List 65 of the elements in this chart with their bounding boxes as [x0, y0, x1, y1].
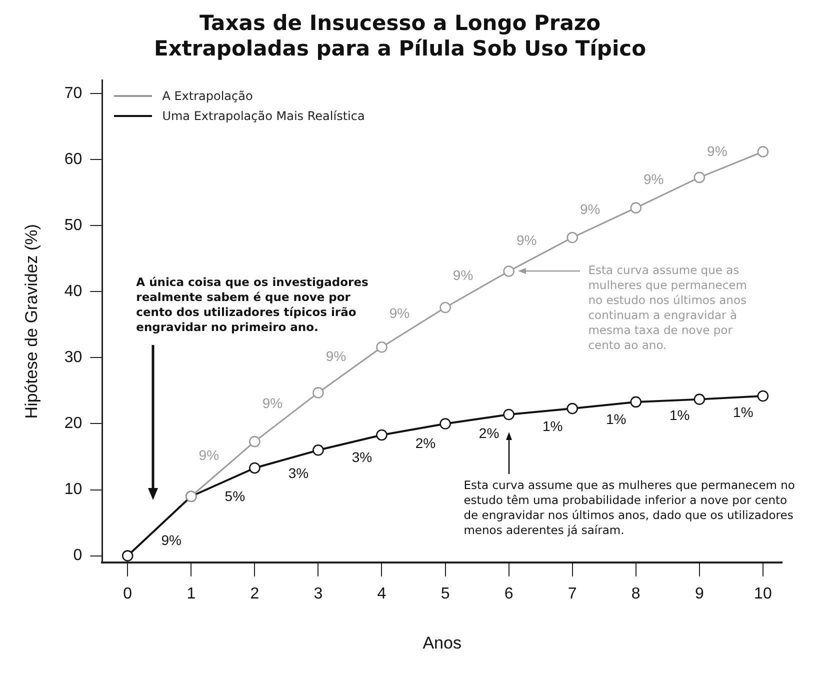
- x-tick-label: 3: [314, 585, 323, 602]
- x-axis-title: Anos: [422, 633, 462, 652]
- x-tick-label: 2: [250, 585, 260, 602]
- y-tick-label: 60: [64, 151, 82, 168]
- legend-label: Uma Extrapolação Mais Realística: [162, 109, 365, 124]
- y-tick-label: 20: [64, 415, 82, 432]
- annotation: 3%: [352, 448, 372, 465]
- annotation: 1%: [606, 411, 626, 428]
- y-tick-label: 40: [64, 283, 82, 300]
- point: [440, 418, 451, 430]
- annotation: 9%: [326, 348, 346, 364]
- annotation: 9%: [580, 200, 600, 217]
- point: [566, 232, 578, 244]
- x-tick-label: 10: [754, 585, 772, 602]
- point: [312, 387, 324, 398]
- x-tick-label: 0: [123, 585, 132, 602]
- annotation: A única coisa que os investigadores realmente sabem é que nove por cento dos utilizadores típicos irão engravidar no primeiro ano.: [136, 274, 370, 335]
- point: [694, 172, 706, 184]
- point: [376, 342, 388, 353]
- annotation: 2%: [415, 435, 436, 452]
- point: [440, 302, 451, 314]
- x-tick-label: 6: [504, 585, 514, 602]
- y-tick-label: 70: [64, 85, 82, 102]
- point: [249, 462, 260, 474]
- y-tick-label: 10: [64, 481, 82, 498]
- chart-title: Taxas de Insucesso a Longo Prazo Extrapoladas para a Pílula Sob Uso Típico: [154, 11, 646, 60]
- point: [503, 408, 514, 420]
- point: [566, 402, 578, 414]
- point: [376, 429, 388, 441]
- annotation: 1%: [542, 418, 563, 434]
- annotation: 2%: [478, 425, 500, 442]
- point: [757, 390, 769, 402]
- point: [249, 436, 260, 448]
- annotation: 1%: [733, 404, 754, 420]
- annotation: Esta curva assume que as mulheres que permanecem no estudo têm uma probabilidade inferior a nove por cento de engravidar nos últimos anos, dado que os utilizadores menos aderentes já saíram.: [464, 478, 796, 538]
- x-tick-label: 7: [568, 585, 577, 602]
- y-tick-label: 0: [73, 547, 82, 564]
- x-tick-label: 1: [186, 585, 196, 602]
- annotation: 9%: [644, 170, 664, 187]
- x-tick-label: 5: [440, 585, 450, 602]
- annotation: 9%: [198, 446, 220, 463]
- annotation: 9%: [707, 142, 728, 159]
- x-tick-label: 9: [694, 585, 704, 602]
- y-tick-label: 50: [64, 217, 82, 234]
- point: [630, 202, 642, 214]
- point: [757, 146, 769, 158]
- annotation: Esta curva assume que as mulheres que permanecem no estudo nos últimos anos continuam a engravidar à mesma taxa de nove por cento ao ano.: [588, 263, 748, 354]
- point: [312, 444, 324, 456]
- annotation: 9%: [389, 305, 410, 322]
- annotation: 1%: [670, 406, 690, 423]
- legend-label: A Extrapolação: [162, 89, 253, 104]
- y-axis-title: Hipótese de Gravidez (%): [22, 224, 41, 419]
- point: [630, 396, 642, 408]
- annotation: 3%: [288, 465, 309, 482]
- y-tick-label: 30: [64, 349, 82, 366]
- point: [694, 394, 706, 405]
- x-tick-label: 8: [631, 585, 640, 602]
- annotation: 5%: [224, 488, 246, 504]
- point: [122, 550, 134, 562]
- x-tick-label: 4: [377, 585, 386, 602]
- annotation: 9%: [161, 532, 182, 548]
- annotation: 9%: [516, 232, 537, 248]
- point: [503, 266, 514, 277]
- annotation: 9%: [452, 267, 474, 284]
- annotation: 9%: [262, 395, 283, 412]
